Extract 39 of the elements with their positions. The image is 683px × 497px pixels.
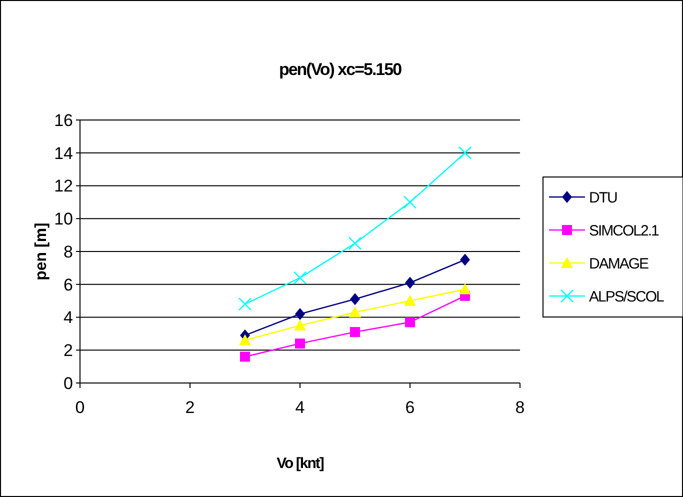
point (404, 294, 416, 306)
x-tick-label: 2 (185, 398, 195, 417)
y-tick-label: 0 (64, 374, 73, 393)
point (405, 276, 415, 289)
point (460, 254, 470, 266)
legend-label: DAMAGE (589, 255, 650, 272)
point (240, 352, 250, 362)
point (403, 196, 417, 209)
legend-label: SIMCOL2.1 (589, 222, 660, 240)
point (238, 297, 252, 311)
y-tick-label: 2 (64, 341, 73, 360)
y-tick-label: 8 (64, 242, 73, 262)
y-tick-label: 16 (54, 110, 73, 130)
y-axis-title: pen [m] (33, 222, 50, 280)
x-tick-label: 0 (75, 398, 85, 417)
x-axis-title: Vo [knt] (276, 455, 324, 472)
chart-title: pen(Vo) xc=5.150 (278, 60, 402, 79)
point (350, 293, 360, 306)
y-tick-label: 4 (64, 308, 73, 328)
x-tick-label: 6 (405, 398, 415, 417)
y-tick-label: 14 (54, 144, 73, 163)
y-tick-label: 10 (54, 210, 73, 229)
point (458, 146, 472, 160)
point (405, 317, 415, 328)
point (349, 306, 361, 318)
point (239, 334, 251, 346)
point (459, 283, 471, 294)
x-tick-label: 4 (295, 398, 305, 417)
point (293, 271, 307, 284)
legend-label: DTU (589, 189, 617, 206)
legend-label: ALPS/SCOL (589, 288, 664, 306)
x-tick-label: 8 (515, 398, 525, 417)
point (294, 319, 306, 330)
point (295, 338, 305, 349)
y-tick-label: 6 (64, 275, 73, 294)
point (295, 308, 305, 320)
point (348, 236, 362, 250)
point (350, 327, 360, 338)
y-tick-label: 12 (54, 176, 73, 196)
